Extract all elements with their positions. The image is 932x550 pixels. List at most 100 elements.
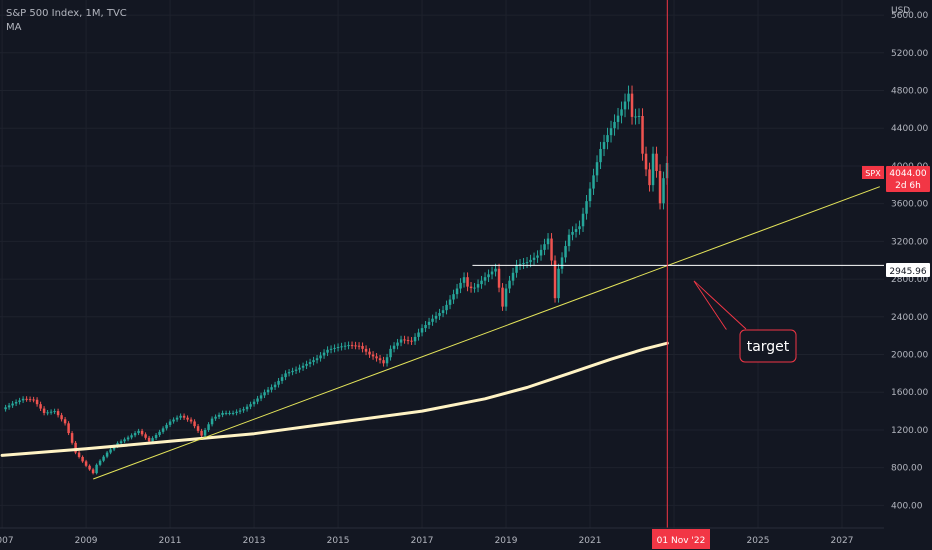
candle-body (627, 93, 630, 102)
candle-body (371, 354, 375, 357)
candle-body (84, 461, 88, 466)
candle-body (595, 162, 599, 176)
x-tick-label: 2019 (495, 536, 518, 546)
x-tick-label: 2013 (243, 536, 266, 546)
candle-body (133, 433, 137, 436)
candle-body (291, 370, 294, 373)
candle-body (518, 264, 522, 265)
y-tick-label: 2800.00 (891, 275, 928, 285)
countdown-badge: 2d 6h (895, 181, 921, 191)
candle-body (123, 439, 126, 442)
candle-body (11, 403, 14, 406)
candle-body (18, 400, 21, 402)
candle-body (74, 442, 77, 453)
candle-body (410, 340, 413, 342)
candle-body (207, 424, 210, 430)
candle-body (599, 148, 602, 163)
candle-body (238, 410, 242, 412)
symbol-title[interactable]: S&P 500 Index, 1M, TVC (6, 8, 127, 19)
candle-body (231, 412, 235, 414)
candle-body (427, 321, 431, 325)
date-marker-label: 01 Nov '22 (657, 536, 706, 546)
x-tick-label: 2007 (0, 536, 14, 546)
candle-body (336, 346, 340, 348)
candle-body (585, 201, 588, 214)
candle-body (203, 429, 207, 436)
candle-body (333, 347, 336, 349)
candle-body (403, 339, 406, 341)
candle-body (434, 315, 438, 319)
candle-body (529, 259, 532, 263)
price-badge: 4044.00 (889, 169, 926, 179)
candle-body (301, 365, 305, 368)
candle-body (431, 318, 434, 322)
candle-body (361, 346, 364, 349)
candle-body (406, 340, 410, 342)
candle-body (602, 142, 606, 149)
target-level-label: 2945.96 (889, 267, 926, 277)
candle-body (182, 415, 186, 418)
candle-body (88, 465, 91, 470)
candle-body (273, 384, 277, 388)
candle-body (546, 238, 550, 245)
target-callout[interactable]: target (693, 280, 797, 363)
date-marker-badge[interactable]: 01 Nov '22 (652, 529, 710, 549)
candle-body (217, 414, 221, 417)
candle-body (350, 345, 354, 347)
candle-body (487, 274, 490, 278)
candle-body (399, 339, 403, 343)
candle-body (228, 412, 231, 414)
y-tick-label: 3200.00 (891, 237, 928, 247)
target-level-badge[interactable]: 2945.96 (886, 263, 930, 277)
candle-body (214, 416, 217, 419)
candle-body (658, 171, 662, 204)
x-tick-label: 2017 (411, 536, 434, 546)
candle-body (606, 135, 609, 143)
candle-body (378, 358, 382, 361)
candle-body (315, 358, 319, 361)
candle-body (424, 324, 427, 329)
candle-body (494, 268, 497, 272)
candle-body (515, 264, 518, 273)
indicator-label[interactable]: MA (6, 22, 22, 33)
callout-box (739, 329, 797, 363)
candle-body (32, 399, 35, 401)
candle-body (130, 435, 133, 438)
candle-body (168, 421, 172, 425)
candle-body (462, 277, 466, 283)
candle-body (56, 411, 60, 416)
candle-body (490, 271, 494, 275)
candle-body (641, 115, 644, 154)
candle-body (112, 446, 116, 450)
spx-price-badge[interactable]: SPX 4044.00 2d 6h (862, 166, 930, 192)
time-scale[interactable] (0, 528, 932, 550)
candle-body (364, 348, 368, 352)
candle-body (536, 255, 539, 258)
candle-body (179, 415, 182, 418)
y-tick-label: 5200.00 (891, 49, 928, 59)
trend-line (93, 186, 880, 480)
candle-body (144, 434, 147, 438)
candle-body (396, 342, 399, 346)
candle-body (504, 288, 508, 307)
candle-body (609, 128, 613, 136)
candle-body (557, 268, 560, 299)
candle-body (221, 412, 224, 415)
candle-body (95, 464, 98, 474)
candle-body (655, 153, 658, 172)
y-tick-label: 3600.00 (891, 200, 928, 210)
candle-body (245, 406, 249, 410)
candle-body (592, 175, 595, 189)
candle-body (389, 348, 392, 358)
candle-body (175, 417, 179, 420)
candle-body (105, 452, 109, 457)
candle-body (459, 282, 462, 289)
candle-body (543, 244, 546, 250)
candle-body (91, 469, 95, 474)
candle-body (60, 415, 63, 420)
candle-body (158, 431, 161, 435)
candle-body (343, 345, 347, 347)
candle-body (322, 352, 326, 356)
candle-body (539, 249, 543, 256)
